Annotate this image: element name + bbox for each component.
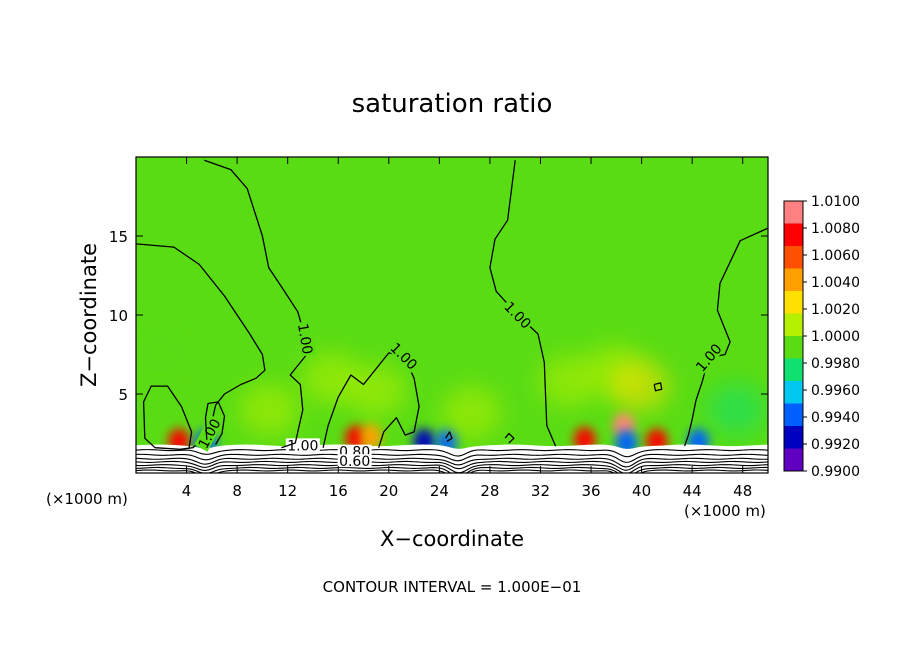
colorbar-label: 1.0100 (811, 194, 860, 210)
contour-line (653, 382, 663, 392)
x-axis-label: X−coordinate (380, 527, 524, 551)
surface-contour (136, 453, 768, 463)
colorbar-swatch (784, 246, 803, 269)
surface-contour (136, 460, 768, 471)
colorbar-label: 1.0040 (811, 275, 860, 291)
colorbar-label: 0.9980 (811, 356, 860, 372)
heatmap-anomaly (440, 386, 501, 439)
contour-interval-note: CONTOUR INTERVAL = 1.000E−01 (323, 578, 582, 596)
colorbar-swatch (784, 358, 803, 382)
surface-contour (136, 449, 768, 458)
contour-line (445, 431, 453, 442)
x-tick-label: 36 (581, 482, 600, 500)
colorbar-swatch (784, 336, 803, 359)
heatmap-anomaly (301, 352, 362, 405)
surface-contour-label: 0.60 (339, 454, 370, 470)
chart-title: saturation ratio (352, 89, 553, 119)
heatmap-anomaly (609, 360, 670, 413)
colorbar-swatch (784, 268, 803, 292)
colorbar: 1.0100 1.0080 1.0060 1.0040 1.0020 1.0000 0.99… (783, 194, 860, 480)
y-axis-ticks: 5 10 15 (109, 228, 768, 404)
colorbar-swatch (784, 426, 803, 449)
surface-contour (136, 464, 768, 473)
contour-label-bg (285, 438, 320, 452)
contour-line (204, 401, 226, 445)
x-tick-label: 32 (531, 482, 550, 500)
colorbar-label: 0.9900 (811, 464, 860, 480)
heatmap-anomaly (706, 383, 767, 436)
x-tick-label: 4 (182, 482, 192, 500)
contour-label: 1.00 (294, 320, 317, 357)
heatmap-anomaly (539, 355, 600, 408)
surface-contour (136, 469, 768, 473)
colorbar-label: 0.9960 (811, 383, 860, 399)
x-unit-left: (×1000 m) (46, 490, 128, 508)
colorbar-swatch (784, 313, 803, 337)
colorbar-label: 1.0000 (811, 329, 860, 345)
contour-label-bg (337, 454, 372, 468)
y-tick-label: 15 (109, 228, 128, 246)
surface-fill (136, 444, 768, 473)
colorbar-swatch (784, 381, 803, 404)
y-tick-label: 10 (109, 307, 128, 325)
colorbar-swatch (784, 291, 803, 314)
x-tick-label: 40 (632, 482, 651, 500)
x-tick-label: 48 (733, 482, 752, 500)
x-unit-right: (×1000 m) (684, 502, 766, 520)
colorbar-swatch (784, 448, 803, 472)
surface-contour (136, 457, 768, 468)
svg-text:1.00: 1.00 (294, 322, 315, 355)
x-tick-label: 28 (480, 482, 499, 500)
colorbar-swatch (784, 223, 803, 247)
heatmap-anomaly (360, 423, 383, 450)
heatmap-anomaly (238, 383, 299, 436)
colorbar-swatch (784, 403, 803, 427)
x-tick-label: 8 (232, 482, 242, 500)
surface-contour-label: 1.00 (287, 438, 318, 454)
x-tick-label: 20 (379, 482, 398, 500)
x-tick-label: 12 (278, 482, 297, 500)
colorbar-label: 1.0080 (811, 221, 860, 237)
colorbar-label: 1.0020 (811, 302, 860, 318)
x-tick-label: 24 (430, 482, 449, 500)
colorbar-label: 1.0060 (811, 248, 860, 264)
y-axis-label: Z−coordinate (77, 243, 101, 387)
heatmap-anomaly (136, 328, 192, 381)
colorbar-label: 0.9920 (811, 437, 860, 453)
surface-contour (136, 466, 768, 473)
colorbar-label: 0.9940 (811, 410, 860, 426)
x-axis-ticks: 4 8 12 16 20 24 28 32 36 40 44 48 (182, 157, 752, 500)
plot-area: 1.00 0.800.60 1.001.001.001.001.00 (136, 157, 768, 473)
x-tick-label: 16 (329, 482, 348, 500)
contour-line (504, 432, 515, 444)
colorbar-swatch (784, 201, 803, 224)
terrain-surface: 1.00 0.800.60 (136, 438, 768, 473)
x-tick-label: 44 (683, 482, 702, 500)
y-tick-label: 5 (118, 386, 128, 404)
